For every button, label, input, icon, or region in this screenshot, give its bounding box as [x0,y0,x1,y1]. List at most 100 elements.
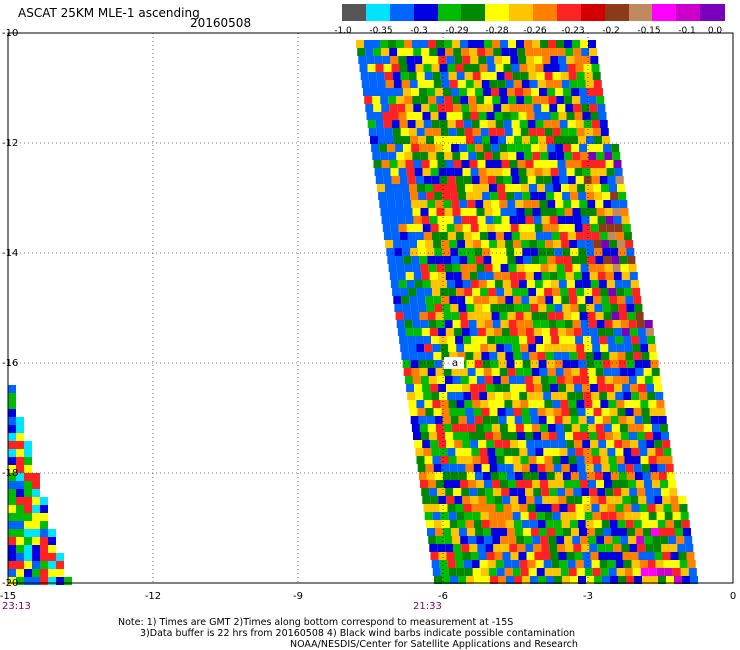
wind-cell [438,224,447,232]
wind-cell [490,248,499,256]
wind-cell [571,368,580,376]
wind-cell [473,184,481,192]
wind-cell [532,376,541,384]
wind-cell [544,344,553,352]
wind-cell [552,512,561,520]
wind-cell [588,152,597,160]
wind-cell [546,472,555,480]
wind-cell [653,544,662,552]
wind-cell [608,288,617,296]
wind-cell [471,120,480,128]
wind-cell [525,328,534,336]
wind-cell [529,80,538,88]
wind-cell [439,176,448,184]
wind-cell [567,176,576,184]
wind-cell [599,336,608,344]
wind-cell [509,216,518,224]
color-scale-swatch [437,4,462,21]
wind-cell [409,296,418,304]
wind-cell [639,336,648,344]
wind-cell [391,64,400,72]
wind-cell [522,136,530,144]
wind-cell [642,576,650,584]
wind-cell [460,40,468,48]
wind-cell [615,392,624,400]
wind-cell [578,472,587,480]
wind-cell [420,40,428,48]
wind-cell [603,368,612,376]
wind-cell [636,376,645,384]
wind-cell [447,176,456,184]
wind-cell [572,96,581,104]
wind-cell [441,240,450,248]
wind-cell [567,120,576,128]
wind-cell [557,328,566,336]
wind-cell [665,464,674,472]
wind-cell [431,176,440,184]
wind-cell [483,144,492,152]
wind-cell [489,80,498,88]
wind-cell [473,80,482,88]
wind-cell [406,384,415,392]
wind-cell [8,489,16,497]
wind-cell [577,240,586,248]
wind-cell [586,472,595,480]
wind-cell [596,536,605,544]
wind-cell [667,528,675,536]
wind-cell [484,376,493,384]
wind-cell [412,376,421,384]
wind-cell [391,176,400,184]
wind-cell [477,48,486,56]
wind-cell [452,320,461,328]
wind-cell [406,168,415,176]
wind-cell [588,536,597,544]
wind-cell [559,392,568,400]
wind-cell [589,432,597,440]
wind-cell [593,296,602,304]
wind-cell [522,416,531,424]
wind-cell [540,264,549,272]
wind-cell [466,576,474,584]
wind-cell [521,408,530,416]
wind-cell [581,328,590,336]
wind-cell [444,320,453,328]
wind-cell [430,168,439,176]
wind-cell [449,80,458,88]
wind-cell [585,184,593,192]
wind-cell [527,64,536,72]
wind-cell [455,392,464,400]
wind-cell [469,48,478,56]
wind-cell [517,160,526,168]
wind-cell [648,568,657,576]
wind-cell [519,336,528,344]
wind-cell [400,128,409,136]
wind-cell [583,120,592,128]
wind-cell [660,536,669,544]
wind-cell [586,304,595,312]
wind-cell [434,304,443,312]
wind-cell [604,376,613,384]
wind-cell [592,456,601,464]
wind-cell [459,256,468,264]
wind-cell [486,440,495,448]
wind-cell [8,425,16,433]
wind-cell [558,168,567,176]
wind-cell [588,40,596,48]
wind-cell [40,577,48,585]
wind-cell [532,480,540,488]
wind-cell [577,352,586,360]
wind-cell [600,288,609,296]
wind-cell [616,512,625,520]
wind-cell [567,336,576,344]
wind-cell [516,96,525,104]
wind-cell [684,536,693,544]
wind-cell [417,240,426,248]
wind-cell [586,416,595,424]
wind-cell [587,312,596,320]
wind-cell [427,200,436,208]
wind-cell [532,152,541,160]
wind-cell [598,168,607,176]
wind-cell [538,472,547,480]
wind-cell [462,552,471,560]
wind-cell [572,208,581,216]
